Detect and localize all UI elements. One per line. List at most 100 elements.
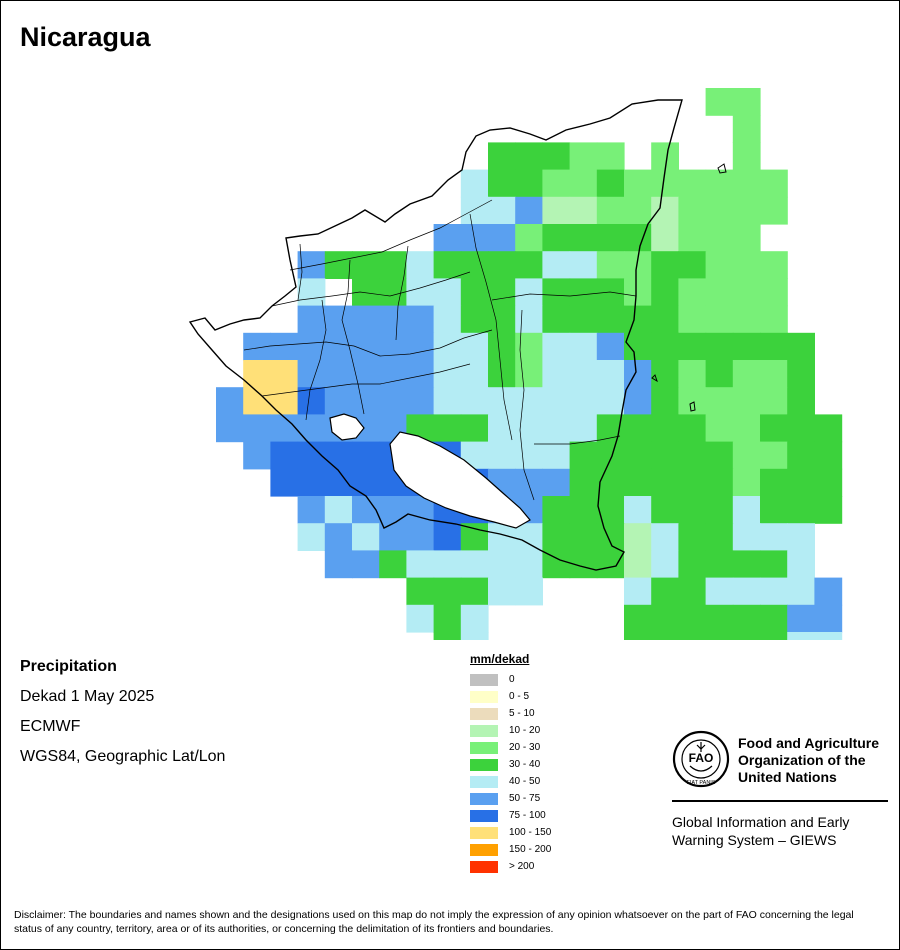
grid-cell [542,142,571,171]
grid-cell [596,523,625,551]
grid-cell [678,550,707,579]
grid-cell [732,196,761,225]
grid-cell [379,496,407,524]
grid-cell [651,523,679,551]
grid-cell [651,196,679,225]
legend-item: 0 [470,671,551,688]
grid-cell [569,468,598,497]
legend-label: 5 - 10 [509,708,535,719]
grid-cell [651,251,679,279]
grid-cell [814,414,843,443]
grid-cell [324,387,353,415]
grid-cell [596,251,625,279]
grid-cell [624,278,652,307]
grid-cell [352,251,380,279]
map-title: Nicaragua [20,22,151,52]
grid-cell [488,577,516,606]
grid-cell [460,523,489,551]
grid-cell [270,360,299,388]
grid-cell [678,604,707,633]
legend-item: 40 - 50 [470,773,551,790]
grid-cell [352,387,380,415]
grid-cell [406,523,435,551]
grid-cell [433,305,462,334]
grid-cell [216,414,244,443]
grid-cell [460,577,489,606]
grid-cell [651,332,679,361]
projection-label: WGS84, Geographic Lat/Lon [20,748,226,765]
legend-swatch [470,843,498,856]
grid-cell [460,360,489,388]
grid-cell [678,224,707,252]
legend-swatch [470,673,498,686]
grid-cell [705,414,734,443]
grid-cell [297,387,326,415]
grid-cell [705,332,734,361]
legend-item: 75 - 100 [470,807,551,824]
grid-cell [678,523,707,551]
grid-cell [624,632,652,640]
grid-cell [624,387,652,415]
grid-cell [732,468,761,497]
grid-cell [406,332,435,361]
grid-cell [297,278,326,307]
grid-cell [406,251,435,279]
grid-cell [460,224,489,252]
grid-cell [488,387,516,415]
fao-emblem-icon: FAO FIAT PANIS [672,730,730,788]
grid-cell [433,523,462,551]
grid-cell [542,332,571,361]
grid-cell [760,305,788,334]
legend-label: 50 - 75 [509,793,541,804]
legend-item: 100 - 150 [470,824,551,841]
grid-cell [352,305,380,334]
grid-cell [352,550,380,579]
svg-text:FAO: FAO [689,751,714,765]
grid-cell [651,632,679,640]
grid-cell [678,468,707,497]
legend-item: 30 - 40 [470,756,551,773]
grid-cell [352,468,380,497]
grid-cell [515,224,543,252]
map-info: Precipitation Dekad 1 May 2025 ECMWF WGS… [20,656,225,776]
grid-cell [732,387,761,415]
grid-cell [569,305,598,334]
grid-cell [433,360,462,388]
grid-cell [297,468,326,497]
grid-cell [732,441,761,470]
grid-cell [542,414,571,443]
grid-cell [596,468,625,497]
grid-cell [542,224,571,252]
grid-cell [515,441,543,470]
grid-cell [624,305,652,334]
grid-cell [624,224,652,252]
grid-cell [814,632,843,640]
org-line-1: Food and Agriculture [738,735,880,751]
grid-cell [678,278,707,307]
grid-cell [379,305,407,334]
grid-cell [705,632,734,640]
grid-cell [542,468,571,497]
legend-label: 10 - 20 [509,725,541,736]
legend-swatch [470,758,498,771]
grid-cell [270,441,299,470]
grid-cell [433,251,462,279]
grid-cell [542,196,571,225]
grid-cell [651,577,679,606]
grid-cell [569,332,598,361]
grid-cell [542,441,571,470]
grid-cell [460,251,489,279]
grid-cell [760,332,788,361]
disclaimer-text: Disclaimer: The boundaries and names sho… [14,909,854,935]
legend-label: 0 [509,674,515,685]
grid-cell [433,224,462,252]
grid-cell [732,142,761,171]
grid-cell [406,577,435,606]
grid-cell [297,414,326,443]
legend-label: > 200 [509,861,535,872]
grid-cell [787,441,815,470]
grid-cell [705,604,734,633]
giews-name: Global Information and Early Warning Sys… [672,813,849,849]
grid-cell [705,441,734,470]
grid-cell [297,332,326,361]
